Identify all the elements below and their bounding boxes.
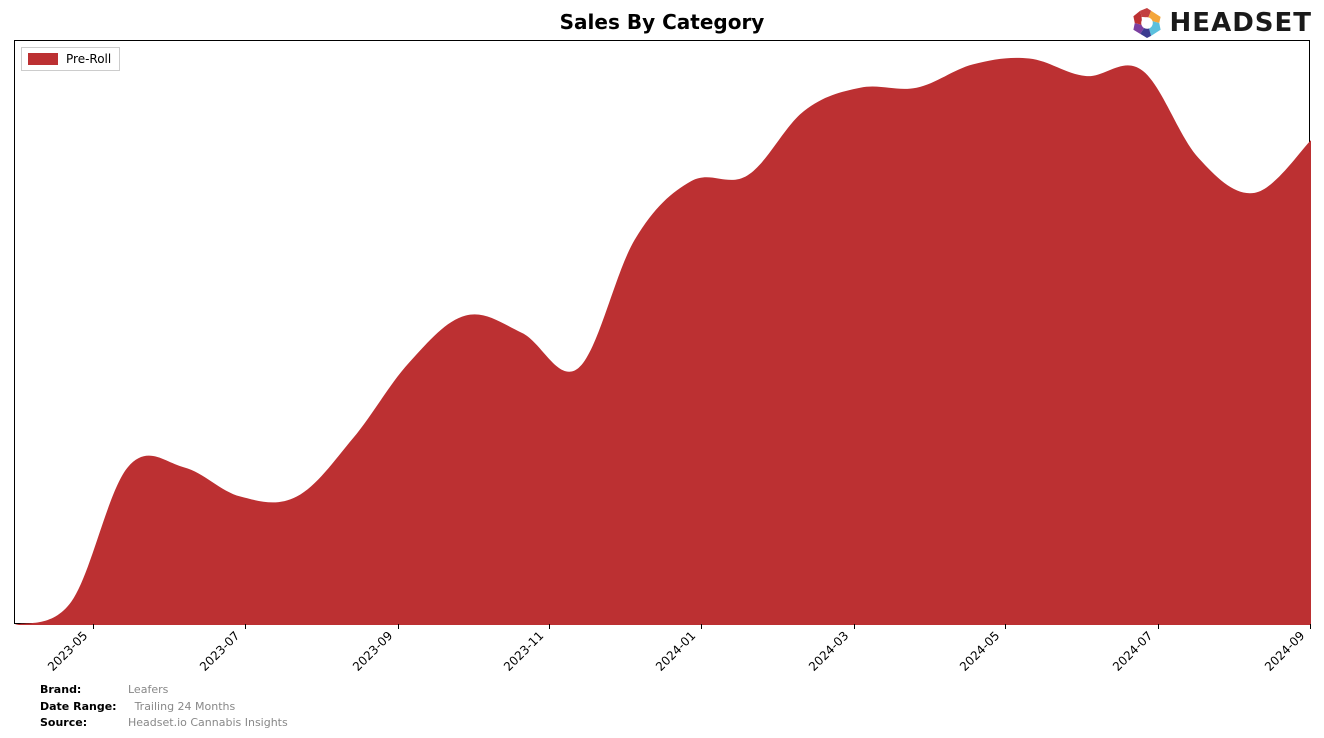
headset-logo-text: HEADSET [1170, 8, 1312, 38]
meta-row: Brand: Leafers [40, 682, 288, 699]
xtick-mark [245, 624, 246, 629]
area-series-preroll [15, 58, 1311, 625]
xtick-mark [1310, 624, 1311, 629]
xtick-label: 2024-07 [1110, 629, 1155, 674]
area-chart-svg [15, 41, 1311, 625]
xtick-label: 2024-03 [806, 629, 851, 674]
meta-row: Source: Headset.io Cannabis Insights [40, 715, 288, 732]
xtick-label: 2023-07 [197, 629, 242, 674]
chart-meta: Brand: Leafers Date Range: Trailing 24 Mont… [40, 682, 288, 732]
xtick-label: 2024-09 [1262, 629, 1307, 674]
meta-label: Date Range: [40, 699, 117, 716]
meta-label: Source: [40, 715, 110, 732]
headset-logo: HEADSET [1130, 6, 1312, 40]
xtick-label: 2024-01 [653, 629, 698, 674]
plot-frame: Pre-Roll [14, 40, 1310, 624]
xtick-mark [398, 624, 399, 629]
xtick-mark [701, 624, 702, 629]
xtick-mark [854, 624, 855, 629]
legend-swatch-preroll [28, 53, 58, 65]
legend: Pre-Roll [21, 47, 120, 71]
xtick-label: 2023-05 [45, 629, 90, 674]
xtick-label: 2023-11 [501, 629, 546, 674]
meta-row: Date Range: Trailing 24 Months [40, 699, 288, 716]
legend-label-preroll: Pre-Roll [66, 52, 111, 66]
xtick-mark [549, 624, 550, 629]
xtick-mark [1158, 624, 1159, 629]
meta-label: Brand: [40, 682, 110, 699]
xtick-label: 2023-09 [350, 629, 395, 674]
xtick-label: 2024-05 [957, 629, 1002, 674]
chart-title: Sales By Category [0, 10, 1324, 34]
meta-value: Trailing 24 Months [135, 699, 236, 716]
xtick-mark [1005, 624, 1006, 629]
headset-logo-icon [1130, 6, 1164, 40]
meta-value: Leafers [128, 682, 168, 699]
meta-value: Headset.io Cannabis Insights [128, 715, 288, 732]
xtick-mark [93, 624, 94, 629]
